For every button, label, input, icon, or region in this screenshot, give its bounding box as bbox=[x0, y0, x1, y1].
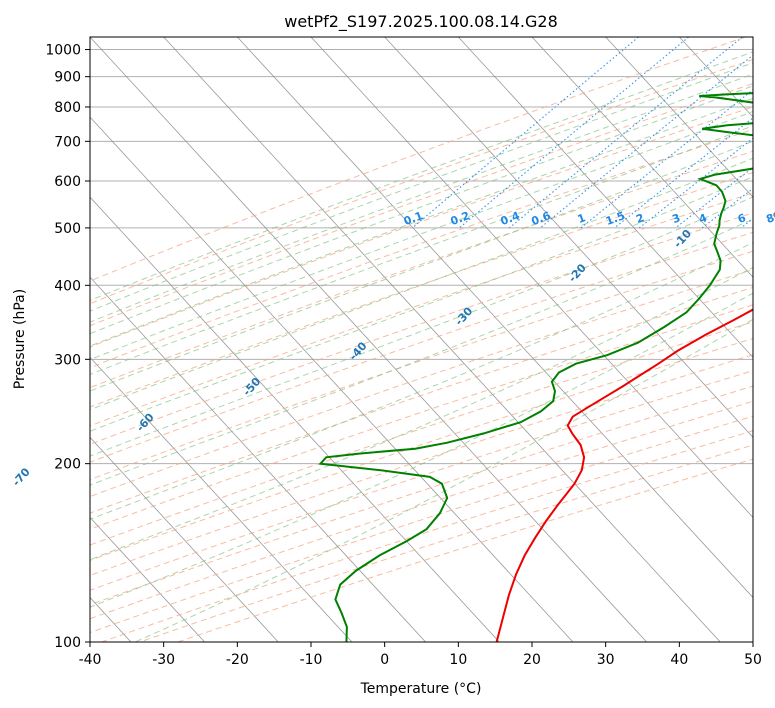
dry-adiabat-line bbox=[139, 444, 753, 642]
y-tick-label: 600 bbox=[54, 174, 81, 190]
moist-adiabat-line bbox=[90, 157, 753, 411]
plot-frame bbox=[89, 36, 754, 643]
dry-adiabat-line bbox=[90, 58, 753, 305]
mixing-ratio-label: 0.4 bbox=[499, 209, 522, 228]
x-tick-label: -40 bbox=[79, 652, 102, 668]
isotherm-line bbox=[237, 37, 753, 599]
dry-adiabat-line bbox=[90, 171, 753, 408]
mixing-ratio-line bbox=[508, 37, 743, 229]
dewpoint-profile-line bbox=[318, 92, 753, 642]
y-tick-label: 700 bbox=[54, 134, 81, 150]
x-tick-label: 0 bbox=[380, 652, 389, 668]
dry-adiabat-line bbox=[90, 150, 753, 389]
isotherm-line bbox=[605, 37, 753, 198]
mixing-ratio-line bbox=[701, 187, 753, 229]
isotherm-line bbox=[90, 356, 353, 642]
dry-adiabat-line bbox=[90, 415, 753, 634]
dry-adiabat-line bbox=[90, 337, 753, 561]
moist-adiabat-line bbox=[134, 318, 753, 642]
grid-layer bbox=[0, 37, 753, 642]
mixing-ratio-label: 0.2 bbox=[449, 209, 472, 228]
isotherm-label: -60 bbox=[134, 411, 157, 435]
isotherm-label: -70 bbox=[10, 465, 33, 489]
x-axis-title: Temperature (°C) bbox=[360, 681, 482, 697]
mixing-ratio-label: 1.5 bbox=[604, 209, 627, 228]
isotherm-line bbox=[90, 196, 500, 642]
dry-adiabat-line bbox=[90, 192, 753, 427]
isotherm-line bbox=[679, 37, 753, 118]
axes-layer: -40 -30 -20 -10 0 10 20 30 40 5010020030040050060… bbox=[45, 43, 762, 668]
moist-adiabat-line bbox=[90, 73, 753, 323]
isotherm-label: -30 bbox=[452, 304, 475, 328]
mixing-ratio-label: 4 bbox=[697, 211, 709, 226]
x-tick-label: 50 bbox=[744, 652, 762, 668]
x-tick-label: 10 bbox=[449, 652, 467, 668]
dry-adiabat-line bbox=[90, 385, 753, 606]
y-tick-label: 900 bbox=[54, 70, 81, 86]
isotherm-label: -20 bbox=[566, 261, 589, 285]
profile-layer bbox=[318, 92, 753, 642]
x-tick-label: -30 bbox=[152, 652, 175, 668]
x-tick-label: -10 bbox=[300, 652, 323, 668]
moist-adiabat-line bbox=[90, 292, 753, 608]
isotherm-line bbox=[531, 37, 753, 278]
dry-adiabat-line bbox=[90, 212, 753, 445]
isotherm-line bbox=[163, 37, 721, 642]
mixing-ratio-line bbox=[539, 54, 753, 229]
thermo-lines-layer bbox=[90, 37, 775, 642]
mixing-ratio-line bbox=[580, 89, 753, 229]
moist-adiabat-line bbox=[90, 176, 753, 432]
mixing-ratio-line bbox=[675, 166, 753, 229]
moist-adiabat-line bbox=[90, 62, 753, 312]
mixing-ratio-label: 0.1 bbox=[402, 209, 425, 228]
mixing-ratio-line bbox=[459, 37, 689, 229]
isotherm-line bbox=[90, 116, 574, 642]
x-tick-label: 20 bbox=[523, 652, 541, 668]
x-tick-label: 30 bbox=[597, 652, 615, 668]
moist-adiabat-line bbox=[90, 125, 753, 376]
y-tick-label: 800 bbox=[54, 100, 81, 116]
x-tick-label: -20 bbox=[226, 652, 249, 668]
isotherm-line bbox=[0, 37, 57, 642]
isotherm-label: -50 bbox=[240, 375, 263, 399]
dry-adiabat-line bbox=[90, 304, 753, 530]
chart-title: wetPf2_S197.2025.100.08.14.G28 bbox=[284, 12, 558, 32]
isotherm-line bbox=[90, 276, 426, 642]
isotherm-line bbox=[90, 37, 647, 642]
mixing-ratio-line bbox=[770, 37, 775, 228]
mixing-ratio-label: 8 bbox=[764, 211, 775, 226]
isotherm-line bbox=[384, 37, 753, 438]
y-tick-label: 400 bbox=[54, 278, 81, 294]
y-tick-label: 100 bbox=[54, 635, 81, 651]
isotherm-line bbox=[90, 516, 205, 642]
mixing-ratio-label: 3 bbox=[670, 211, 682, 226]
mixing-ratio-line bbox=[614, 117, 753, 229]
isotherm-label: -10 bbox=[671, 227, 694, 251]
y-tick-label: 1000 bbox=[45, 43, 81, 59]
y-axis-title: Pressure (hPa) bbox=[12, 289, 28, 389]
y-tick-label: 500 bbox=[54, 221, 81, 237]
mixing-ratio-label: 2 bbox=[634, 211, 646, 226]
dry-adiabat-line bbox=[177, 458, 753, 642]
temperature-profile-line bbox=[495, 308, 753, 642]
dry-adiabat-line bbox=[90, 106, 753, 348]
isotherm-line bbox=[90, 436, 279, 642]
mixing-ratio-label: 1 bbox=[576, 211, 588, 226]
mixing-ratio-label: 6 bbox=[736, 211, 748, 226]
dry-adiabat-line bbox=[90, 128, 753, 369]
x-tick-label: 40 bbox=[670, 652, 688, 668]
isotherm-line bbox=[752, 37, 753, 38]
isotherm-line bbox=[458, 37, 753, 358]
dry-adiabat-line bbox=[90, 354, 753, 576]
y-tick-label: 200 bbox=[54, 457, 81, 473]
moist-adiabat-line bbox=[90, 266, 753, 561]
isotherm-label: 0 bbox=[770, 208, 775, 223]
dry-adiabat-line bbox=[90, 250, 753, 481]
mixing-ratio-label: 0.6 bbox=[530, 209, 553, 228]
mixing-ratio-line bbox=[412, 37, 639, 229]
moist-adiabat-line bbox=[90, 51, 753, 302]
moist-adiabat-line bbox=[90, 218, 753, 486]
y-tick-label: 300 bbox=[54, 352, 81, 368]
